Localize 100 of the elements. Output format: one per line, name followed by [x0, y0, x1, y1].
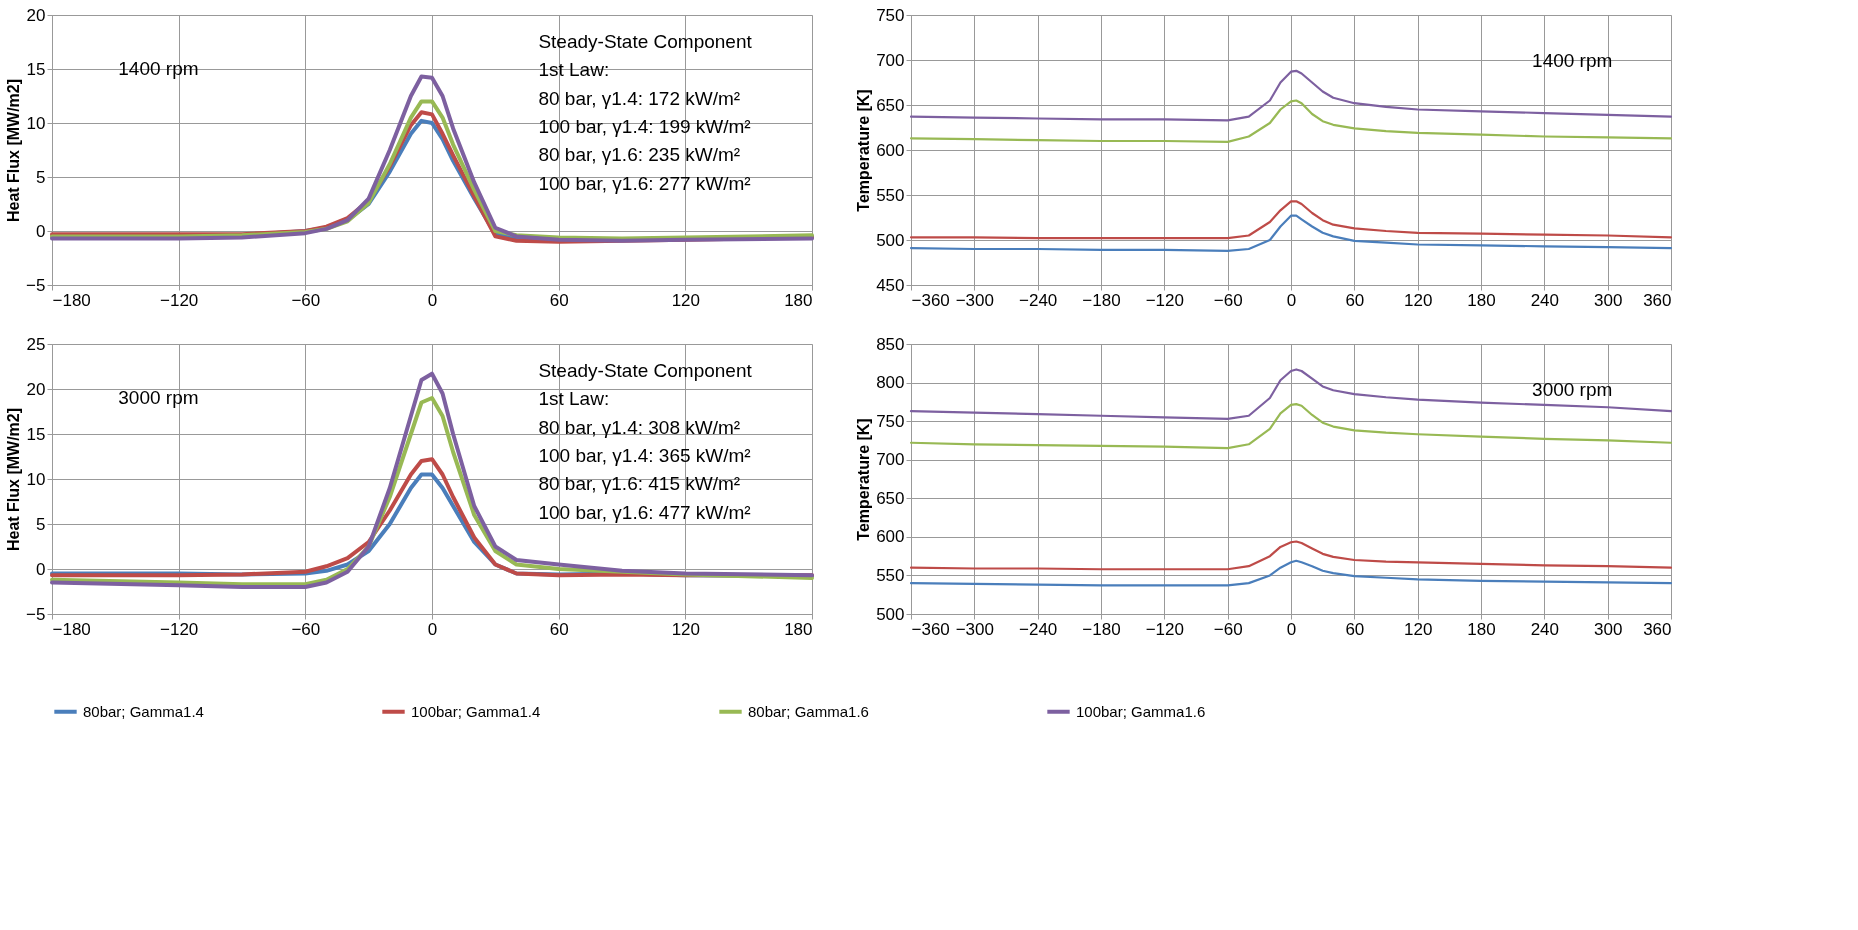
y-tick-label: 20 — [26, 379, 46, 399]
line-series — [909, 540, 1673, 571]
annotation: 1st Law: — [538, 59, 610, 81]
x-tick-label: 180 — [784, 619, 813, 639]
y-tick-label: 700 — [876, 450, 905, 470]
x-tick-label: 300 — [1593, 619, 1623, 639]
annotation: Steady-State Component — [538, 31, 753, 52]
y-tick-label: −5 — [26, 275, 46, 295]
x-tick-label: 120 — [1403, 290, 1433, 310]
annotation: 100 bar, γ1.4: 365 kW/m² — [538, 445, 751, 467]
x-tick-label: 180 — [1467, 290, 1496, 310]
x-tick-label: −180 — [52, 619, 91, 639]
annotation: 100 bar, γ1.6: 477 kW/m² — [538, 501, 751, 523]
legend-label: 100bar; Gamma1.6 — [1076, 702, 1206, 720]
y-axis-title: Heat Flux [MW/m2] — [5, 78, 23, 223]
y-tick-label: 20 — [26, 5, 46, 25]
y-tick-label: 5 — [36, 514, 46, 534]
x-tick-label: 0 — [427, 619, 438, 639]
y-tick-label: 750 — [876, 411, 905, 431]
y-tick-label: 25 — [26, 334, 46, 354]
x-tick-label: 240 — [1530, 619, 1560, 639]
x-tick-label: 300 — [1593, 290, 1623, 310]
y-tick-label: 10 — [26, 113, 46, 133]
y-axis-title: Temperature [K] — [855, 418, 873, 541]
x-tick-label: 0 — [427, 290, 438, 310]
x-tick-label: 360 — [1643, 290, 1672, 310]
x-tick-label: −120 — [1145, 290, 1184, 310]
y-tick-label: 700 — [876, 50, 905, 70]
annotation: 80 bar, γ1.4: 172 kW/m² — [538, 87, 741, 109]
y-tick-label: 550 — [876, 565, 905, 585]
x-tick-label: −120 — [1145, 619, 1184, 639]
x-tick-label: 120 — [671, 619, 701, 639]
annotation: 1400 rpm — [1532, 49, 1613, 71]
line-series — [909, 99, 1673, 143]
x-tick-label: 60 — [549, 290, 569, 310]
y-axis-title: Heat Flux [MW/m2] — [5, 407, 23, 552]
annotation: 80 bar, γ1.6: 415 kW/m² — [538, 473, 741, 495]
line-series — [909, 368, 1673, 420]
x-tick-label: −180 — [1082, 619, 1121, 639]
y-tick-label: 5 — [36, 167, 46, 187]
line-series — [909, 214, 1673, 252]
annotation: 1400 rpm — [118, 58, 199, 79]
y-tick-label: 550 — [876, 185, 905, 205]
y-tick-label: 800 — [876, 373, 905, 393]
x-tick-label: 0 — [1286, 619, 1297, 639]
y-axis-title: Temperature [K] — [855, 89, 873, 212]
y-tick-label: 0 — [36, 559, 46, 579]
x-tick-label: 120 — [671, 290, 701, 310]
x-tick-label: 180 — [784, 290, 813, 310]
line-series — [909, 559, 1673, 587]
x-tick-label: −60 — [1213, 290, 1243, 310]
y-tick-label: 0 — [36, 221, 46, 241]
y-tick-label: 600 — [876, 527, 905, 547]
x-tick-label: −360 — [911, 619, 950, 639]
y-tick-label: 500 — [876, 230, 905, 250]
y-tick-label: 450 — [876, 275, 905, 295]
annotation: 100 bar, γ1.6: 277 kW/m² — [538, 172, 751, 194]
y-tick-label: 600 — [876, 140, 905, 160]
annotation: 80 bar, γ1.4: 308 kW/m² — [538, 416, 741, 438]
x-tick-label: −300 — [955, 619, 994, 639]
x-tick-label: 120 — [1403, 619, 1433, 639]
x-tick-label: −60 — [291, 290, 321, 310]
x-tick-label: −120 — [160, 619, 199, 639]
x-tick-label: −180 — [1082, 290, 1121, 310]
x-tick-label: 180 — [1467, 619, 1496, 639]
x-tick-label: −60 — [291, 619, 321, 639]
x-tick-label: 60 — [1345, 619, 1365, 639]
annotation: 1st Law: — [538, 388, 610, 410]
legend-label: 80bar; Gamma1.4 — [83, 702, 204, 720]
y-tick-label: 500 — [876, 604, 905, 624]
x-tick-label: −240 — [1019, 290, 1058, 310]
x-tick-label: 360 — [1643, 619, 1672, 639]
x-tick-label: −60 — [1213, 619, 1243, 639]
y-tick-label: 750 — [876, 5, 905, 25]
annotation: 3000 rpm — [1532, 378, 1613, 400]
x-tick-label: −180 — [52, 290, 91, 310]
annotation: 3000 rpm — [118, 387, 199, 408]
y-tick-label: 650 — [876, 95, 905, 115]
x-tick-label: −120 — [160, 290, 199, 310]
x-tick-label: 240 — [1530, 290, 1560, 310]
annotation: Steady-State Component — [538, 360, 753, 381]
legend-label: 100bar; Gamma1.4 — [411, 702, 541, 720]
line-series — [909, 403, 1673, 450]
x-tick-label: 0 — [1286, 290, 1297, 310]
y-tick-label: 15 — [26, 59, 46, 79]
y-tick-label: 850 — [876, 334, 905, 354]
y-tick-label: 650 — [876, 488, 905, 508]
x-tick-label: −300 — [955, 290, 994, 310]
line-series — [909, 200, 1673, 240]
line-series — [909, 69, 1673, 122]
annotation: 100 bar, γ1.4: 199 kW/m² — [538, 116, 751, 138]
y-tick-label: 10 — [26, 469, 46, 489]
x-tick-label: −360 — [911, 290, 950, 310]
annotation: 80 bar, γ1.6: 235 kW/m² — [538, 144, 741, 166]
legend-label: 80bar; Gamma1.6 — [748, 702, 869, 720]
x-tick-label: −240 — [1019, 619, 1058, 639]
x-tick-label: 60 — [1345, 290, 1365, 310]
y-tick-label: −5 — [26, 604, 46, 624]
y-tick-label: 15 — [26, 424, 46, 444]
x-tick-label: 60 — [549, 619, 569, 639]
